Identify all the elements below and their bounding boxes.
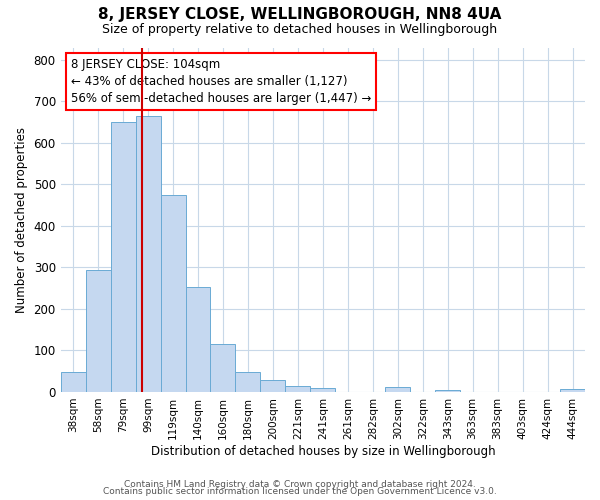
Text: 8 JERSEY CLOSE: 104sqm
← 43% of detached houses are smaller (1,127)
56% of semi-: 8 JERSEY CLOSE: 104sqm ← 43% of detached… bbox=[71, 58, 371, 105]
Text: 8, JERSEY CLOSE, WELLINGBOROUGH, NN8 4UA: 8, JERSEY CLOSE, WELLINGBOROUGH, NN8 4UA bbox=[98, 8, 502, 22]
Bar bbox=[235, 372, 260, 392]
Bar bbox=[385, 387, 410, 392]
Bar bbox=[310, 388, 335, 392]
Bar bbox=[161, 195, 185, 392]
Bar bbox=[211, 344, 235, 392]
Bar bbox=[286, 386, 310, 392]
Bar bbox=[185, 288, 211, 392]
Bar bbox=[260, 380, 286, 392]
Text: Contains public sector information licensed under the Open Government Licence v3: Contains public sector information licen… bbox=[103, 487, 497, 496]
Y-axis label: Number of detached properties: Number of detached properties bbox=[15, 126, 28, 312]
Text: Contains HM Land Registry data © Crown copyright and database right 2024.: Contains HM Land Registry data © Crown c… bbox=[124, 480, 476, 489]
Bar bbox=[61, 372, 86, 392]
Bar bbox=[110, 122, 136, 392]
Text: Size of property relative to detached houses in Wellingborough: Size of property relative to detached ho… bbox=[103, 22, 497, 36]
X-axis label: Distribution of detached houses by size in Wellingborough: Distribution of detached houses by size … bbox=[151, 444, 495, 458]
Bar bbox=[136, 116, 161, 392]
Bar bbox=[435, 390, 460, 392]
Bar bbox=[86, 270, 110, 392]
Bar bbox=[560, 389, 585, 392]
